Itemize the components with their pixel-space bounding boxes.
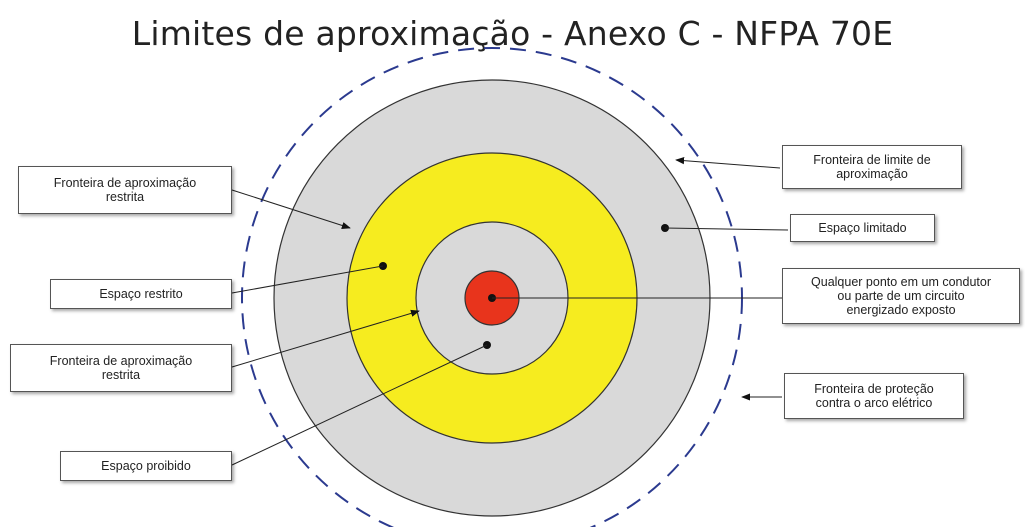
limited-boundary-leader [675,157,781,169]
restricted-boundary-bottom-leader [231,309,420,368]
label-prohibited-space: Espaço proibido [60,451,232,481]
restricted-space-leader [231,265,384,294]
label-limited-boundary: Fronteira de limite de aproximação [782,145,962,189]
label-arc-flash-boundary: Fronteira de proteção contra o arco elét… [784,373,964,419]
label-restricted-space: Espaço restrito [50,279,232,309]
label-limited-space: Espaço limitado [790,214,935,242]
prohibited-space-leader [231,344,488,466]
label-exposed-conductor: Qualquer ponto em um condutor ou parte d… [782,268,1020,324]
label-restricted-boundary-bottom: Fronteira de aproximação restrita [10,344,232,392]
diagram-title: Limites de aproximação - Anexo C - NFPA … [131,14,894,53]
restricted-boundary-top-leader [231,189,351,229]
label-restricted-boundary-top: Fronteira de aproximação restrita [18,166,232,214]
limited-space-leader [664,227,789,231]
